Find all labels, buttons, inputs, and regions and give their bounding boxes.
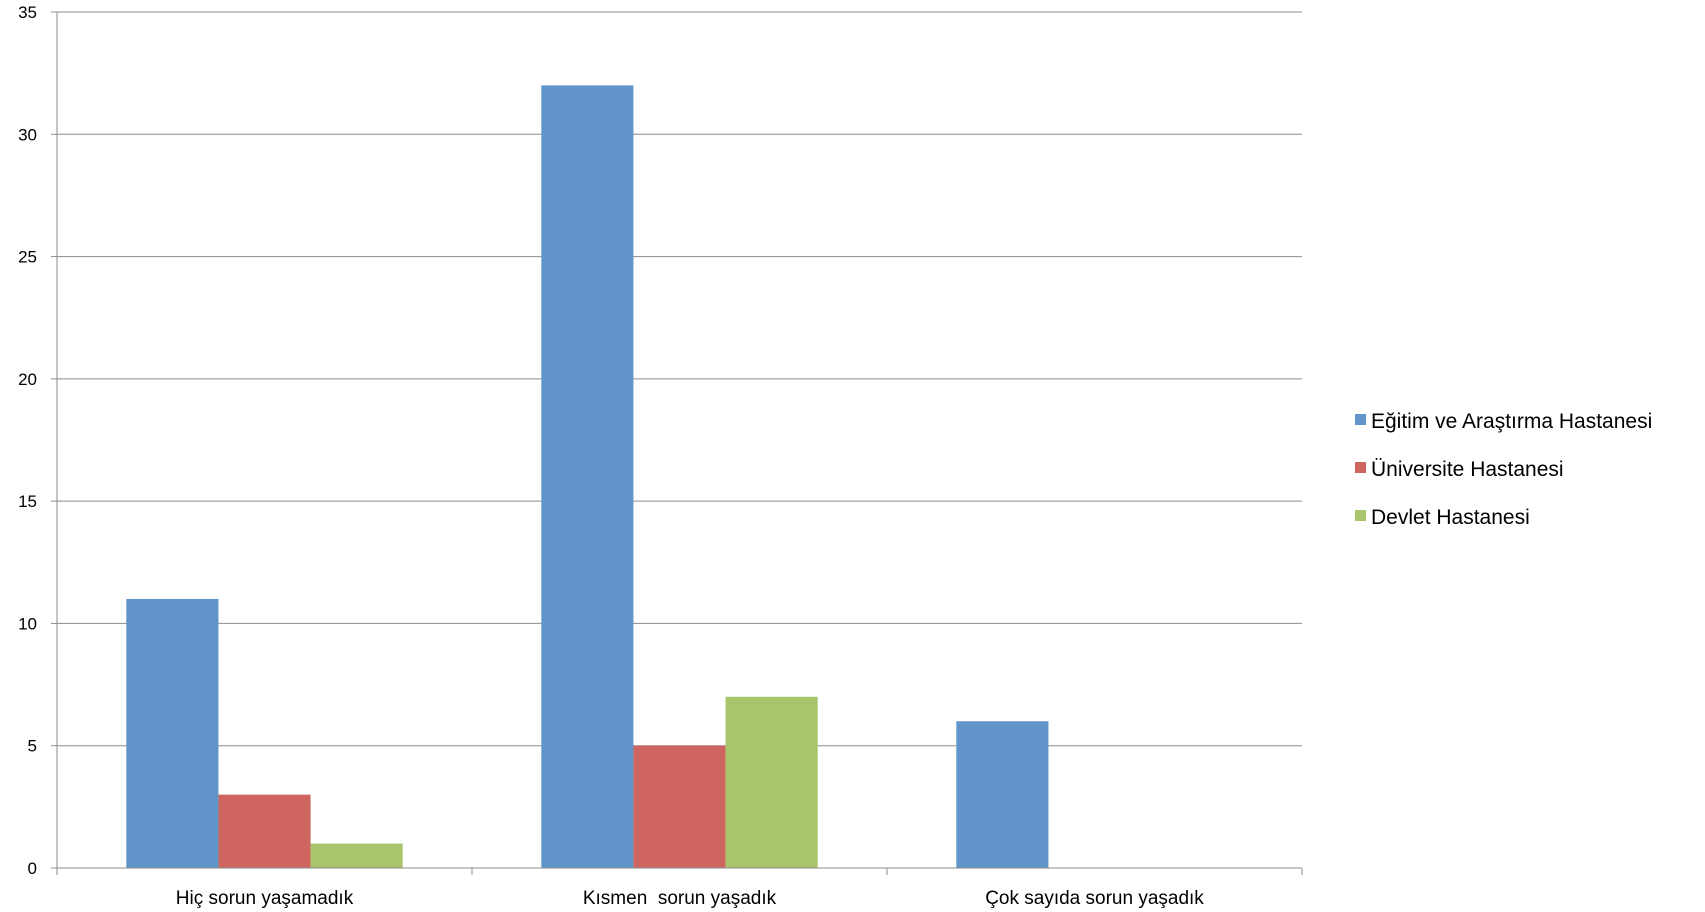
legend-label: Üniversite Hastanesi — [1371, 458, 1564, 481]
bar — [218, 794, 311, 868]
y-tick-label: 10 — [18, 614, 37, 633]
bar — [633, 745, 726, 868]
legend-swatch — [1355, 461, 1366, 473]
x-category-label: Çok sayıda sorun yaşadık — [985, 888, 1204, 909]
x-category-label: Kısmen sorun yaşadık — [583, 888, 777, 909]
legend-item: Eğitim ve Araştırma Hastanesi — [1355, 398, 1652, 446]
legend-swatch — [1355, 413, 1366, 425]
legend-swatch — [1355, 509, 1366, 521]
bar — [725, 696, 818, 868]
bar — [956, 721, 1049, 868]
bar — [310, 843, 403, 868]
y-tick-label: 35 — [18, 3, 37, 22]
y-tick-label: 0 — [28, 859, 37, 878]
y-axis-ticks: 0 5 10 15 20 25 30 35 — [18, 3, 57, 878]
bar — [541, 85, 634, 868]
legend-item: Devlet Hastanesi — [1355, 494, 1652, 542]
y-tick-label: 25 — [18, 248, 37, 267]
y-tick-label: 20 — [18, 370, 37, 389]
legend-item: Üniversite Hastanesi — [1355, 446, 1652, 494]
x-category-label: Hiç sorun yaşamadık — [176, 888, 354, 909]
y-tick-label: 30 — [18, 125, 37, 144]
axes — [56, 12, 1303, 875]
bar — [126, 598, 219, 868]
y-tick-label: 15 — [18, 492, 37, 511]
y-tick-label: 5 — [28, 737, 37, 756]
x-axis-categories: Hiç sorun yaşamadık Kısmen sorun yaşadık Ç… — [176, 888, 1205, 909]
legend-label: Devlet Hastanesi — [1371, 506, 1530, 529]
legend-label: Eğitim ve Araştırma Hastanesi — [1371, 410, 1653, 433]
bars — [126, 85, 1049, 868]
gridlines — [57, 11, 1302, 747]
legend: Eğitim ve Araştırma Hastanesi Üniversite … — [1355, 398, 1652, 542]
